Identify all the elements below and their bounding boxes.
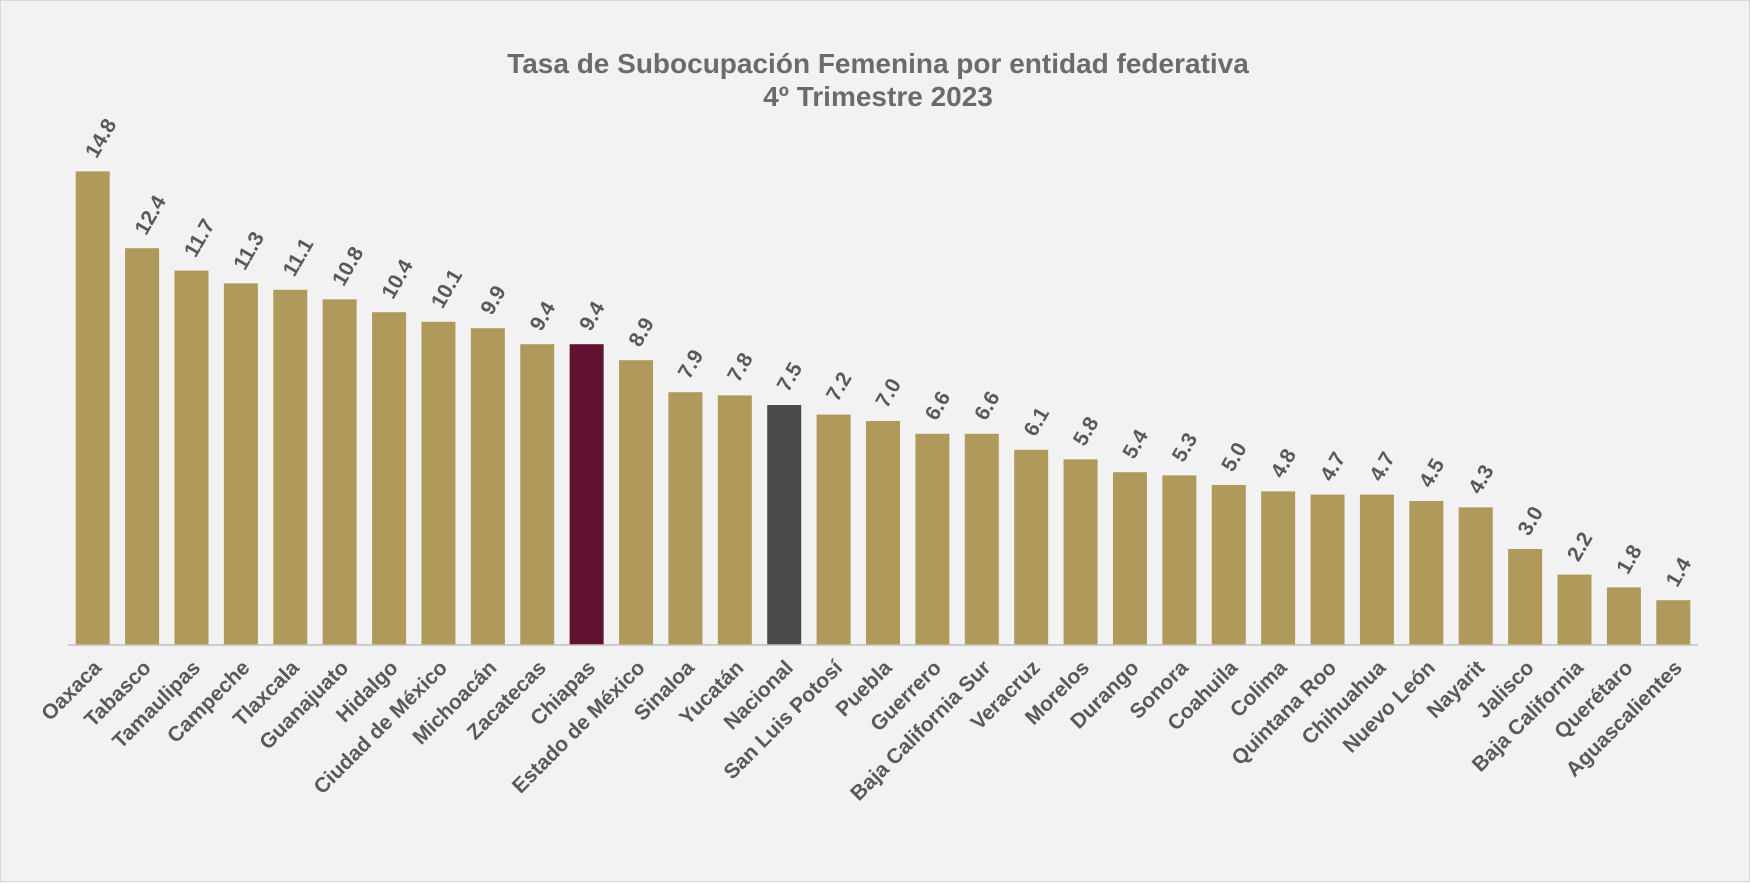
- bar-tamaulipas: [174, 270, 209, 645]
- value-label-tlaxcala: 11.1: [279, 234, 319, 280]
- bar-estado-de-mexico: [619, 360, 654, 645]
- value-label-estado-de-mexico: 8.9: [624, 314, 659, 351]
- bar-puebla: [866, 421, 900, 645]
- value-label-quintana-roo: 4.7: [1316, 448, 1351, 485]
- bar-san-luis-potosi: [816, 414, 851, 645]
- bar-sinaloa: [668, 392, 703, 645]
- bar-chihuahua: [1359, 494, 1394, 645]
- bar-chiapas: [569, 344, 604, 645]
- bar-sonora: [1162, 475, 1197, 645]
- value-label-nuevo-leon: 4.5: [1415, 454, 1450, 491]
- chart-title: Tasa de Subocupación Femenina por entida…: [507, 48, 1249, 79]
- bar-nacional: [767, 405, 802, 645]
- bar-nayarit: [1458, 507, 1493, 645]
- value-label-guerrero: 6.6: [921, 388, 956, 425]
- value-label-sinaloa: 7.9: [674, 346, 709, 383]
- bar-aguascalientes: [1656, 600, 1691, 645]
- value-label-tamaulipas: 11.7: [180, 215, 220, 261]
- value-label-ciudad-de-mexico: 10.1: [427, 265, 468, 312]
- category-labels-layer: OaxacaTabascoTamaulipasCampecheTlaxcalaG…: [37, 655, 1687, 805]
- value-label-sonora: 5.3: [1168, 429, 1203, 466]
- value-label-colima: 4.8: [1267, 445, 1302, 482]
- value-label-morelos: 5.8: [1069, 413, 1104, 450]
- value-label-campeche: 11.3: [229, 228, 269, 274]
- value-label-zacatecas: 9.4: [526, 298, 561, 335]
- bar-veracruz: [1014, 449, 1049, 645]
- value-label-aguascalientes: 1.4: [1662, 554, 1697, 591]
- bar-campeche: [223, 283, 258, 645]
- bar-durango: [1112, 472, 1147, 645]
- value-label-jalisco: 3.0: [1514, 503, 1549, 540]
- bar-colima: [1261, 491, 1296, 645]
- value-label-guanajuato: 10.8: [328, 243, 369, 290]
- bar-oaxaca: [75, 171, 110, 645]
- bar-jalisco: [1508, 549, 1543, 645]
- bar-michoacan: [470, 328, 505, 645]
- value-label-oaxaca: 14.8: [81, 115, 122, 162]
- bar-yucatan: [717, 395, 752, 645]
- value-label-veracruz: 6.1: [1020, 403, 1055, 440]
- value-label-queretaro: 1.8: [1612, 541, 1647, 578]
- bars-layer: [75, 171, 1691, 645]
- bar-guanajuato: [322, 299, 357, 645]
- bar-coahuila: [1211, 485, 1246, 645]
- bar-queretaro: [1606, 587, 1641, 645]
- value-label-hidalgo: 10.4: [377, 256, 418, 303]
- bar-baja-california-sur: [964, 433, 999, 645]
- bar-ciudad-de-mexico: [421, 321, 456, 645]
- value-label-michoacan: 9.9: [476, 282, 511, 319]
- value-label-puebla: 7.0: [871, 375, 906, 412]
- value-label-yucatan: 7.8: [723, 349, 758, 386]
- bar-tabasco: [125, 248, 160, 645]
- value-label-nacional: 7.5: [773, 358, 808, 395]
- bar-baja-california: [1557, 574, 1592, 645]
- value-label-chihuahua: 4.7: [1365, 448, 1400, 485]
- chart-subtitle: 4º Trimestre 2023: [763, 81, 993, 112]
- bar-zacatecas: [520, 344, 555, 645]
- bar-hidalgo: [372, 312, 407, 645]
- value-label-baja-california-sur: 6.6: [970, 388, 1005, 425]
- bar-nuevo-leon: [1409, 501, 1444, 645]
- bar-morelos: [1063, 459, 1098, 645]
- value-label-baja-california: 2.2: [1563, 528, 1598, 565]
- value-label-durango: 5.4: [1118, 426, 1153, 463]
- bar-tlaxcala: [273, 289, 308, 645]
- bar-guerrero: [915, 433, 950, 645]
- value-label-nayarit: 4.3: [1464, 461, 1499, 498]
- value-label-san-luis-potosi: 7.2: [822, 368, 857, 405]
- value-label-chiapas: 9.4: [575, 298, 610, 335]
- value-label-tabasco: 12.4: [131, 192, 172, 239]
- value-label-coahuila: 5.0: [1217, 439, 1252, 476]
- bar-quintana-roo: [1310, 494, 1345, 645]
